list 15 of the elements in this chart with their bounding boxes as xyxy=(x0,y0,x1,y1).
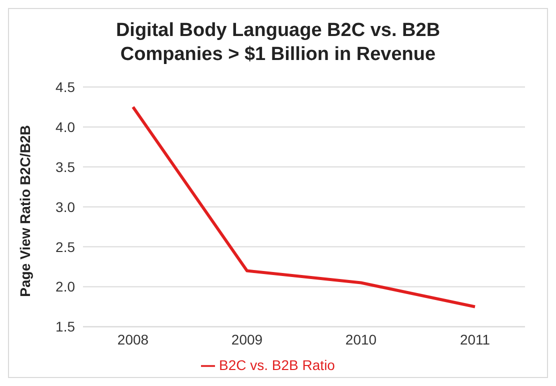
y-tick-label: 4.0 xyxy=(56,118,76,135)
y-tick-label: 2.5 xyxy=(56,238,76,255)
x-tick-label: 2010 xyxy=(345,332,377,348)
line-series xyxy=(132,105,476,308)
y-tick-label: 1.5 xyxy=(56,318,76,335)
x-tick-label: 2009 xyxy=(231,332,263,348)
y-tick-label: 3.5 xyxy=(56,158,76,175)
y-tick-label: 4.5 xyxy=(56,78,76,95)
y-tick-label: 3.0 xyxy=(56,198,76,215)
x-tick-label: 2011 xyxy=(460,332,490,348)
legend-label: B2C vs. B2B Ratio xyxy=(219,356,335,373)
y-axis-title: Page View Ratio B2C/B2B xyxy=(16,125,33,297)
chart-title: Digital Body Language B2C vs. B2B Companies > $1 Billion in Revenue xyxy=(114,19,442,67)
y-tick-label: 2.0 xyxy=(56,278,76,295)
x-tick-label: 2008 xyxy=(117,332,149,348)
